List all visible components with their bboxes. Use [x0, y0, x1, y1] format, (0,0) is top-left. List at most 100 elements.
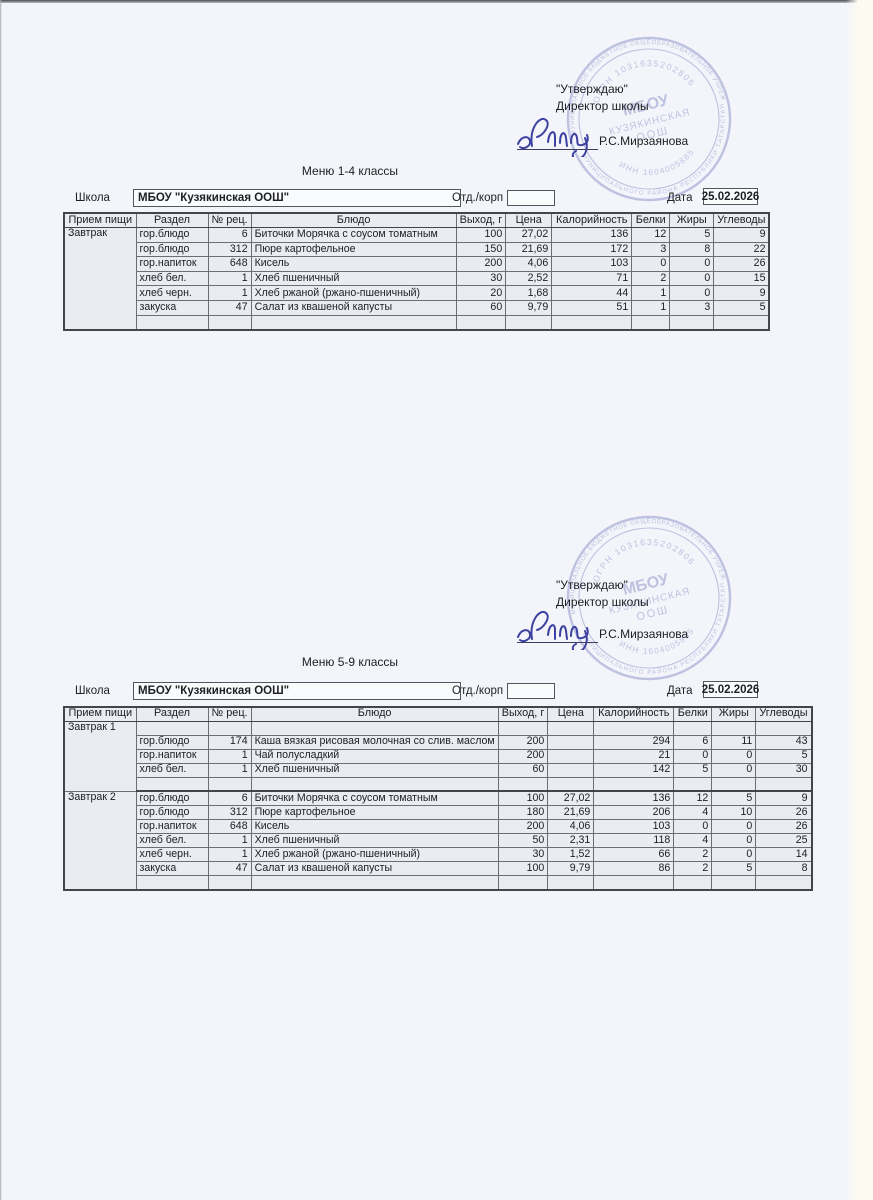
- recipe-no-cell: 1: [207, 748, 252, 764]
- carbs-cell: [713, 314, 770, 331]
- section-cell: закуска: [135, 861, 209, 877]
- calories-cell: 21: [593, 748, 675, 764]
- section-cell: [135, 776, 209, 793]
- price-cell: [547, 748, 595, 764]
- signature-underline: [517, 149, 598, 150]
- scan-left-edge: [0, 0, 2, 1200]
- meal-label: Завтрак 1: [63, 720, 137, 792]
- section-cell: закуска: [135, 300, 209, 316]
- menu-row: закуска 47 Салат из квашеной капусты 100 9,7…: [64, 861, 813, 877]
- date-label: Дата: [667, 192, 693, 204]
- weight-cell: 100: [455, 227, 507, 243]
- recipe-no-cell: 648: [207, 256, 252, 272]
- dish-cell: Хлеб пшеничный: [250, 270, 457, 287]
- price-cell: [547, 875, 595, 891]
- fat-cell: 0: [711, 748, 757, 764]
- calories-cell: [593, 875, 675, 891]
- menu-row: хлеб черн. 1 Хлеб ржаной (ржано-пшеничный)…: [64, 285, 770, 302]
- recipe-no-cell: 312: [207, 804, 252, 820]
- price-cell: 4,06: [547, 818, 595, 834]
- menu-row: закуска 47 Салат из квашеной капусты 60 9,79…: [64, 300, 770, 316]
- menu-row: гор.блюдо 174 Каша вязкая рисовая молочная…: [64, 734, 813, 750]
- column-header: Блюдо: [250, 212, 457, 229]
- menu-table-grades-1-4: Прием пищи Раздел № рец. Блюдо Выход, г Цена К…: [63, 212, 771, 331]
- price-cell: 27,02: [547, 790, 595, 806]
- protein-cell: 1: [631, 285, 671, 302]
- column-header: Раздел: [135, 212, 209, 229]
- fat-cell: 0: [669, 256, 715, 272]
- signature-stroke: [517, 610, 589, 654]
- fat-cell: [711, 720, 757, 736]
- signer-name: Р.С.Мирзаянова: [599, 627, 689, 641]
- dept-value-box: [507, 683, 555, 699]
- column-header: Углеводы: [755, 706, 813, 722]
- section-cell: гор.блюдо: [135, 790, 209, 806]
- carbs-cell: 9: [713, 285, 770, 302]
- calories-cell: [593, 720, 675, 736]
- weight-cell: 200: [455, 256, 507, 272]
- menu-table-grades-5-9: Прием пищи Раздел № рец. Блюдо Выход, г Цена К…: [63, 706, 813, 891]
- dish-cell: Чай полусладкий: [250, 748, 499, 764]
- fat-cell: 3: [669, 300, 715, 316]
- section-cell: гор.напиток: [135, 256, 209, 272]
- protein-cell: 3: [631, 241, 671, 258]
- price-cell: [547, 776, 595, 793]
- protein-cell: 4: [673, 804, 713, 820]
- signature-underline: [517, 642, 598, 643]
- section-cell: гор.напиток: [135, 818, 209, 834]
- fat-cell: 0: [669, 285, 715, 302]
- calories-cell: 136: [551, 227, 633, 243]
- fat-cell: [669, 314, 715, 331]
- menu-row: хлеб бел. 1 Хлеб пшеничный 50 2,31 118 4 0 25: [64, 832, 813, 848]
- section-cell: [135, 314, 209, 331]
- signer-name: Р.С.Мирзаянова: [599, 134, 689, 148]
- section-cell: хлеб черн.: [135, 846, 209, 863]
- price-cell: [547, 720, 595, 736]
- column-header: Белки: [673, 706, 713, 722]
- dish-cell: Каша вязкая рисовая молочная со слив. ма…: [250, 734, 499, 750]
- protein-cell: 0: [673, 818, 713, 834]
- menu-row: [64, 314, 770, 331]
- section-cell: гор.блюдо: [135, 734, 209, 750]
- date-label: Дата: [667, 685, 693, 697]
- price-cell: 21,69: [505, 241, 553, 258]
- menu-title: Меню 1-4 классы: [301, 164, 399, 178]
- dept-label: Отд./корп: [452, 192, 504, 204]
- column-header: Выход, г: [455, 212, 507, 229]
- approval-word: "Утверждаю": [556, 82, 628, 96]
- menu-row: гор.напиток 1 Чай полусладкий 200 21 0 0 5: [64, 748, 813, 764]
- carbs-cell: 43: [755, 734, 813, 750]
- protein-cell: 12: [673, 790, 713, 806]
- dish-cell: Кисель: [250, 256, 457, 272]
- column-header: Жиры: [711, 706, 757, 722]
- director-signature: [514, 604, 610, 654]
- carbs-cell: [755, 875, 813, 891]
- menu-row: хлеб бел. 1 Хлеб пшеничный 60 142 5 0 30: [64, 762, 813, 778]
- price-cell: [547, 734, 595, 750]
- protein-cell: 0: [631, 256, 671, 272]
- calories-cell: 142: [593, 762, 675, 778]
- section-cell: хлеб бел.: [135, 832, 209, 848]
- recipe-no-cell: [207, 875, 252, 891]
- approval-role: Директор школы: [556, 595, 649, 609]
- column-header: Цена: [505, 212, 553, 229]
- column-header: Прием пищи: [63, 212, 137, 229]
- menu-row: Завтрак 2 гор.блюдо 6 Биточки Морячка с соу…: [63, 790, 813, 891]
- price-cell: 2,31: [547, 832, 595, 848]
- recipe-no-cell: 312: [207, 241, 252, 258]
- calories-cell: [551, 314, 633, 331]
- price-cell: 21,69: [547, 804, 595, 820]
- recipe-no-cell: 648: [207, 818, 252, 834]
- protein-cell: 6: [673, 734, 713, 750]
- school-label: Школа: [75, 685, 110, 697]
- price-cell: 1,68: [505, 285, 553, 302]
- column-header: № рец.: [207, 706, 252, 722]
- dish-cell: Кисель: [250, 818, 499, 834]
- menu-row: [64, 776, 813, 793]
- section-cell: [135, 875, 209, 891]
- weight-cell: 200: [497, 748, 549, 764]
- column-header: Цена: [547, 706, 595, 722]
- protein-cell: 2: [631, 270, 671, 287]
- calories-cell: 136: [593, 790, 675, 806]
- menu-row: [64, 875, 813, 891]
